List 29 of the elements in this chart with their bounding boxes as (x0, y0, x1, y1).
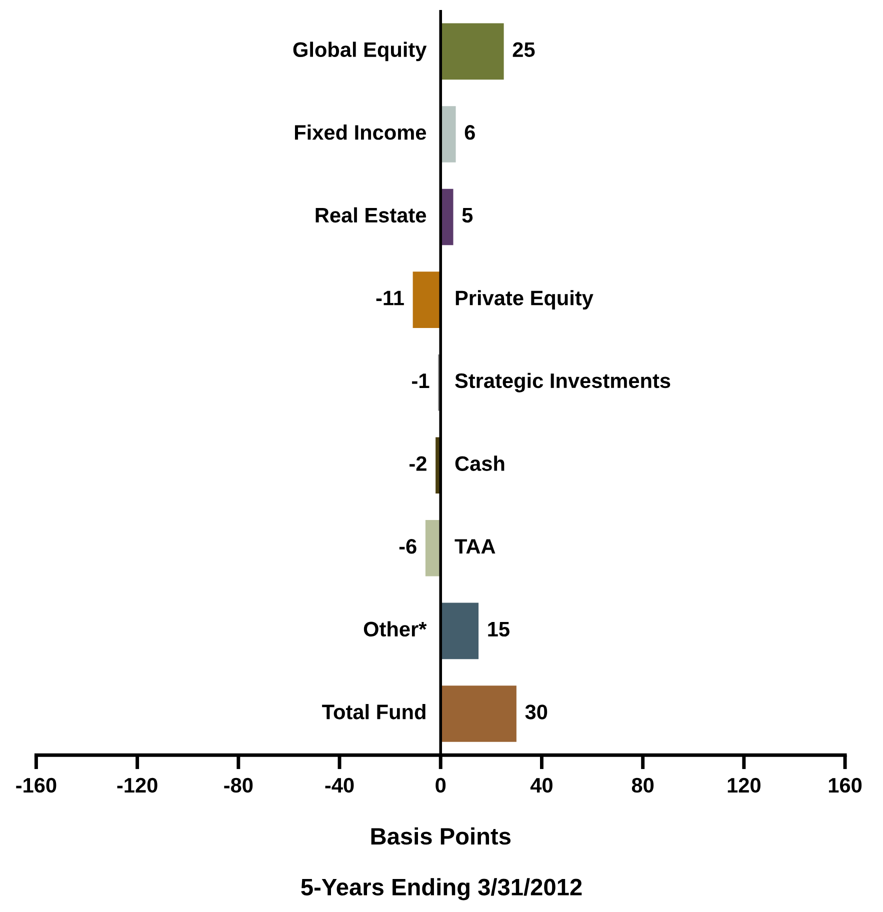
data-label: -11 (376, 290, 404, 306)
x-tick-label: -80 (224, 778, 253, 793)
y-tick-label: Fixed Income (294, 124, 426, 140)
data-label: 5 (462, 208, 473, 223)
x-tick-label: 40 (530, 778, 552, 793)
x-axis-title: Basis Points (371, 827, 511, 845)
y-tick-label: Real Estate (316, 207, 426, 223)
y-tick-label: Total Fund (322, 704, 426, 720)
data-label: -6 (399, 539, 416, 554)
data-label: 6 (464, 125, 475, 140)
x-tick-label: 0 (436, 778, 446, 793)
y-tick-label: Global Equity (293, 42, 427, 62)
y-tick-label: Strategic Investments (455, 372, 670, 392)
y-tick-label: Private Equity (456, 290, 594, 310)
data-label: 15 (488, 622, 510, 637)
x-tick-label: -120 (117, 778, 158, 793)
x-tick-label: 120 (728, 778, 760, 793)
x-tick-label: -160 (16, 778, 56, 793)
y-tick-label: TAA (454, 539, 496, 554)
x-tick-label: 160 (828, 778, 862, 793)
data-label: 30 (525, 704, 548, 720)
text: 5-Years Ending 3/31/2012 (301, 878, 582, 900)
x-tick-label: -40 (325, 778, 354, 793)
data-label: -1 (412, 374, 430, 388)
y-tick-label: Cash (455, 456, 504, 471)
data-label: 25 (512, 42, 535, 58)
x-tick-label: 80 (632, 778, 654, 793)
data-label: -2 (410, 456, 426, 471)
y-tick-label: Other* (364, 621, 427, 637)
